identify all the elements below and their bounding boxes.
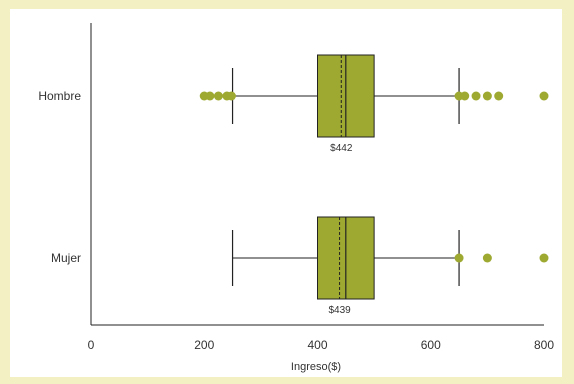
box-series-mujer: Mujer $439 <box>51 216 549 316</box>
outlier-point <box>226 91 236 101</box>
x-tick-label: 800 <box>534 338 554 352</box>
outlier-point <box>482 91 492 101</box>
plot-area: Hombre $442 Mujer $439 <box>38 54 549 316</box>
x-tick-label: 400 <box>307 338 327 352</box>
x-tick-label: 0 <box>88 338 95 352</box>
category-label: Mujer <box>51 251 81 265</box>
boxplot-chart: 0 200 400 600 800 Hombre $442 Mujer $439 Ingres… <box>38 23 555 373</box>
x-tick-label: 600 <box>421 338 441 352</box>
axes <box>90 23 544 326</box>
chart-frame: 0 200 400 600 800 Hombre $442 Mujer $439 Ingres… <box>10 9 562 377</box>
mean-label: $442 <box>330 143 353 154</box>
outlier-point <box>460 91 470 101</box>
outlier-point <box>454 253 464 263</box>
outlier-point <box>539 91 549 101</box>
outlier-point <box>482 253 492 263</box>
x-tick-label: 200 <box>194 338 214 352</box>
mean-label: $439 <box>328 305 351 316</box>
x-axis-label: Ingreso($) <box>291 361 341 373</box>
outlier-point <box>494 91 504 101</box>
outlier-point <box>471 91 481 101</box>
x-tick-labels: 0 200 400 600 800 <box>88 338 555 352</box>
outlier-point <box>205 91 215 101</box>
outlier-point <box>213 91 223 101</box>
category-label: Hombre <box>38 89 81 103</box>
box-series-hombre: Hombre $442 <box>38 54 549 154</box>
outlier-point <box>539 253 549 263</box>
